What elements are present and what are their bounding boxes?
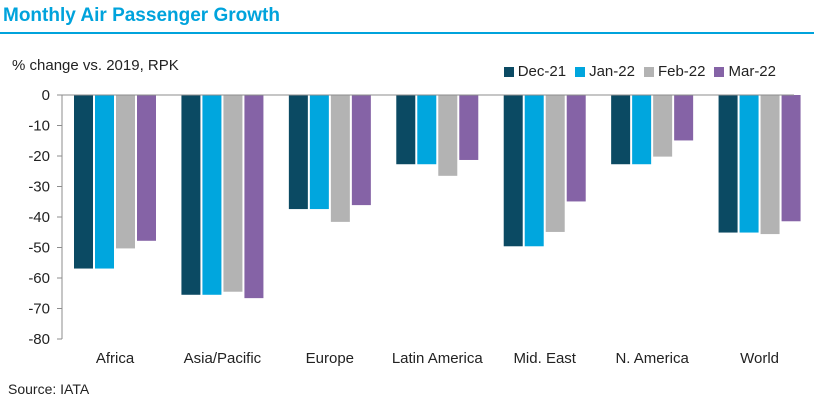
bar-dec-21-4	[503, 95, 523, 247]
legend-label-jan-22: Jan-22	[589, 63, 635, 80]
bar-feb-22-3	[438, 95, 458, 176]
bar-mar-22-6	[781, 95, 801, 222]
x-category-label: Mid. East	[513, 350, 576, 367]
bar-feb-22-4	[545, 95, 565, 232]
x-category-label: N. America	[615, 350, 689, 367]
bar-dec-21-0	[74, 95, 93, 269]
bar-mar-22-3	[459, 95, 479, 160]
bar-mar-22-5	[674, 95, 694, 141]
bar-jan-22-0	[95, 95, 114, 269]
bar-dec-21-2	[288, 95, 308, 210]
y-axis-label: % change vs. 2019, RPK	[12, 57, 179, 74]
bar-dec-21-3	[396, 95, 416, 165]
bar-feb-22-5	[653, 95, 673, 157]
bar-jan-22-3	[417, 95, 437, 165]
legend-label-feb-22: Feb-22	[657, 63, 706, 80]
legend: Dec-21 Jan-22 Feb-22 Mar-22	[503, 63, 776, 80]
bar-mar-22-0	[137, 95, 156, 241]
y-tick-label: -60	[28, 270, 50, 287]
bar-jan-22-4	[524, 95, 544, 247]
y-tick-label: -50	[28, 240, 50, 257]
legend-item-feb-22: Feb-22	[643, 63, 706, 80]
legend-swatch-mar-22	[714, 66, 725, 77]
legend-swatch-feb-22	[643, 66, 654, 77]
y-tick-label: -10	[28, 118, 50, 135]
bar-dec-21-5	[611, 95, 631, 165]
x-category-label: World	[740, 350, 779, 367]
legend-label-mar-22: Mar-22	[728, 63, 776, 80]
chart-title: Monthly Air Passenger Growth	[3, 5, 280, 26]
x-category-label: Europe	[306, 350, 354, 367]
y-tick-label: 0	[42, 87, 50, 104]
y-tick-label: -40	[28, 209, 50, 226]
y-tick-label: -30	[28, 179, 50, 196]
legend-swatch-dec-21	[503, 66, 514, 77]
bar-feb-22-2	[330, 95, 350, 222]
title-divider	[0, 32, 814, 34]
bar-mar-22-4	[566, 95, 586, 202]
y-tick-label: -20	[28, 148, 50, 165]
bar-jan-22-5	[632, 95, 652, 165]
bar-jan-22-1	[202, 95, 222, 295]
bar-dec-21-1	[181, 95, 201, 295]
bar-feb-22-0	[116, 95, 135, 249]
bar-mar-22-2	[351, 95, 371, 206]
bar-jan-22-2	[309, 95, 329, 210]
x-category-label: Latin America	[392, 350, 484, 367]
bar-jan-22-6	[739, 95, 759, 233]
legend-item-mar-22: Mar-22	[714, 63, 776, 80]
bar-feb-22-6	[760, 95, 780, 235]
bar-feb-22-1	[223, 95, 243, 292]
source-note: Source: IATA	[8, 381, 90, 397]
legend-label-dec-21: Dec-21	[517, 63, 567, 80]
legend-item-jan-22: Jan-22	[575, 63, 635, 80]
y-tick-label: -70	[28, 301, 50, 318]
legend-swatch-jan-22	[575, 66, 586, 77]
bar-dec-21-6	[718, 95, 738, 233]
x-category-label: Africa	[96, 350, 135, 367]
x-category-label: Asia/Pacific	[184, 350, 262, 367]
bar-mar-22-1	[244, 95, 264, 299]
y-tick-label: -80	[28, 331, 50, 348]
legend-item-dec-21: Dec-21	[503, 63, 567, 80]
